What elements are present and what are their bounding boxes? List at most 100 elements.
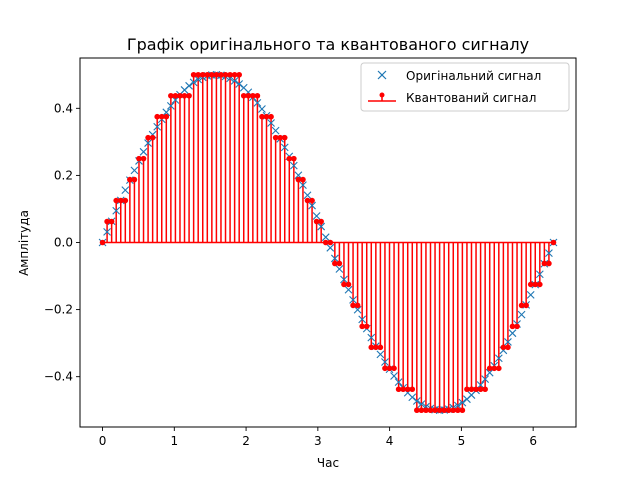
quantized-point xyxy=(231,71,238,78)
x-axis-ticks: 0 1 2 3 4 5 6 xyxy=(99,427,537,448)
original-point xyxy=(162,108,171,117)
original-point xyxy=(230,76,239,85)
quantized-point xyxy=(195,71,201,78)
quantized-point xyxy=(186,92,192,99)
quantized-point xyxy=(122,197,129,204)
quantized-point xyxy=(382,365,388,372)
quantized-point xyxy=(245,92,252,99)
original-point xyxy=(253,98,262,107)
quantized-point xyxy=(441,407,447,414)
quantized-point xyxy=(496,365,502,372)
quantized-point xyxy=(427,407,434,414)
y-tick-label: 0.0 xyxy=(54,236,73,250)
quantized-point xyxy=(104,218,110,225)
quantized-point xyxy=(455,407,461,414)
legend-quantized-label: Квантований сигнал xyxy=(406,91,536,105)
quantized-point xyxy=(281,134,288,141)
x-tick-label: 6 xyxy=(529,434,537,448)
original-point xyxy=(349,295,357,304)
quantized-point xyxy=(409,386,416,393)
quantized-point xyxy=(336,260,343,267)
original-point xyxy=(258,105,266,113)
quantized-point xyxy=(332,260,338,267)
original-point xyxy=(312,212,321,220)
original-point xyxy=(271,126,280,135)
original-point xyxy=(330,254,339,263)
x-tick-label: 3 xyxy=(314,434,322,448)
original-point xyxy=(317,222,326,231)
quantized-point xyxy=(359,323,365,330)
original-point xyxy=(376,350,385,359)
original-point xyxy=(335,265,344,273)
quantized-point xyxy=(168,92,174,99)
quantized-point xyxy=(363,323,370,330)
original-point xyxy=(367,333,376,342)
quantized-point xyxy=(149,134,156,141)
quantized-point xyxy=(368,344,375,351)
y-tick-label: 0.4 xyxy=(54,101,73,115)
quantized-point xyxy=(537,281,543,288)
original-point xyxy=(321,233,330,242)
quantized-point xyxy=(218,71,224,78)
quantized-point xyxy=(99,239,106,246)
quantized-point xyxy=(527,281,534,288)
original-point xyxy=(308,201,316,210)
quantized-point xyxy=(313,218,320,225)
y-tick-label: −0.2 xyxy=(44,303,73,317)
quantized-point xyxy=(190,71,197,78)
quantized-point xyxy=(445,407,452,414)
quantized-point xyxy=(450,407,457,414)
y-axis-label: Амплітуда xyxy=(17,210,31,276)
original-point xyxy=(185,81,193,90)
original-point xyxy=(508,329,517,338)
original-point xyxy=(280,143,289,152)
quantized-point xyxy=(477,386,484,393)
original-point xyxy=(394,378,403,387)
quantized-markers xyxy=(99,71,557,414)
original-point xyxy=(144,139,152,147)
original-point xyxy=(517,310,526,319)
quantized-point xyxy=(240,92,247,99)
original-point xyxy=(353,305,362,314)
quantized-point xyxy=(546,260,552,267)
quantized-point xyxy=(541,260,548,267)
quantized-point xyxy=(482,386,488,393)
original-point xyxy=(153,122,162,131)
original-point xyxy=(344,285,353,294)
legend-quantized-marker xyxy=(368,92,396,102)
quantized-point xyxy=(459,407,466,414)
quantized-point xyxy=(140,155,147,162)
legend-original-label: Оригінальний сигнал xyxy=(406,69,541,83)
quantized-point xyxy=(423,407,429,414)
original-point xyxy=(139,147,148,156)
quantized-point xyxy=(222,71,229,78)
original-point xyxy=(267,119,275,127)
quantized-point xyxy=(505,344,511,351)
quantized-stems xyxy=(102,74,554,411)
quantized-point xyxy=(263,113,270,120)
original-point xyxy=(294,171,303,180)
original-point xyxy=(485,368,494,377)
legend-original-marker xyxy=(377,70,387,80)
x-tick-label: 5 xyxy=(458,434,466,448)
original-point xyxy=(481,375,490,384)
quantized-point xyxy=(300,176,306,183)
original-point xyxy=(504,338,512,346)
quantized-point xyxy=(209,71,215,78)
quantized-point xyxy=(391,365,397,372)
x-tick-label: 2 xyxy=(242,434,250,448)
original-point xyxy=(189,78,198,87)
original-point xyxy=(535,270,544,279)
quantized-point xyxy=(172,92,179,99)
legend-box xyxy=(360,62,570,112)
legend: Оригінальний сигнал Квантований сигнал xyxy=(360,62,570,112)
quantized-point xyxy=(199,71,206,78)
quantized-point xyxy=(350,302,356,309)
quantized-point xyxy=(117,197,124,204)
quantized-point xyxy=(432,407,438,414)
quantized-point xyxy=(523,302,529,309)
quantized-point xyxy=(486,365,493,372)
quantized-point xyxy=(468,386,475,393)
